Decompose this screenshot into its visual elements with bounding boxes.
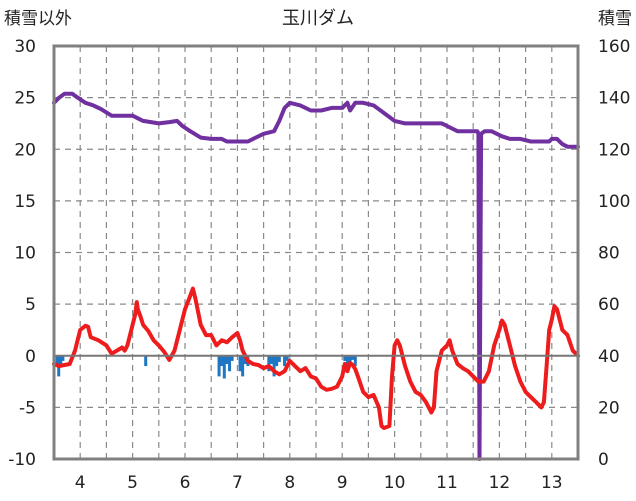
x-tick-label: 11	[436, 473, 458, 493]
precipitation-bar	[222, 355, 226, 379]
chart-title: 玉川ダム	[282, 8, 354, 29]
precipitation-bar	[269, 355, 273, 365]
temperature-line	[52, 286, 580, 430]
precipitation-bar	[272, 355, 276, 377]
left-tick-label: 30	[14, 37, 36, 57]
x-tick-label: 4	[75, 473, 86, 493]
precipitation-bar	[351, 355, 355, 360]
left-axis-label: 積雪以外	[4, 9, 72, 29]
precipitation-bar	[144, 355, 148, 367]
left-tick-label: 10	[14, 244, 36, 264]
left-tick-label: 25	[14, 89, 36, 109]
x-tick-label: 6	[180, 473, 191, 493]
left-tick-label: 15	[14, 192, 36, 212]
right-tick-label: 0	[598, 450, 609, 470]
left-tick-label: 0	[25, 347, 36, 367]
precipitation-bar	[61, 355, 65, 361]
precipitation-bar	[230, 355, 234, 361]
precipitation-bar	[220, 355, 224, 367]
x-tick-label: 7	[232, 473, 243, 493]
plot-frame	[52, 44, 580, 461]
right-tick-label: 100	[598, 192, 630, 212]
right-tick-label: 140	[598, 89, 630, 109]
precipitation-bar	[217, 355, 221, 377]
right-tick-label: 160	[598, 37, 630, 57]
precipitation-bar	[225, 355, 229, 365]
grid	[54, 46, 578, 459]
precipitation-bar	[267, 355, 271, 372]
precipitation-bar	[345, 355, 349, 369]
precipitation-bar	[55, 355, 59, 367]
precipitation-bar	[353, 355, 357, 367]
right-tick-label: 40	[598, 347, 620, 367]
right-tick-label: 80	[598, 244, 620, 264]
right-tick-label: 120	[598, 140, 630, 160]
x-axis-ticks: 4 5 6 7 8 9 10 11 12 13	[75, 473, 563, 493]
precipitation-bar	[348, 355, 352, 365]
precipitation-bar	[241, 355, 245, 377]
series-lines	[52, 91, 580, 461]
precipitation-bar	[343, 355, 347, 361]
x-tick-label: 8	[284, 473, 295, 493]
precipitation-bar	[285, 355, 289, 361]
x-tick-label: 9	[337, 473, 348, 493]
right-tick-label: 60	[598, 295, 620, 315]
x-tick-label: 13	[541, 473, 563, 493]
left-tick-label: 5	[25, 295, 36, 315]
left-axis-ticks: 30 25 20 15 10 5 0 -5 -10	[8, 37, 36, 470]
right-axis-ticks: 160 140 120 100 80 60 40 20 0	[598, 37, 630, 470]
snow-depth-line	[52, 91, 580, 461]
precipitation-bar	[277, 355, 281, 362]
precipitation-bar	[59, 355, 63, 365]
precipitation-bar	[275, 355, 279, 367]
precipitation-bar	[283, 355, 287, 367]
left-tick-label: -5	[19, 398, 36, 418]
right-tick-label: 20	[598, 398, 620, 418]
left-tick-label: 20	[14, 140, 36, 160]
right-axis-label: 積雪	[598, 9, 632, 29]
x-tick-label: 12	[489, 473, 511, 493]
left-tick-label: -10	[8, 450, 36, 470]
x-tick-label: 5	[127, 473, 138, 493]
precipitation-bar	[238, 355, 242, 372]
precipitation-bar	[228, 355, 232, 372]
x-tick-label: 10	[384, 473, 406, 493]
